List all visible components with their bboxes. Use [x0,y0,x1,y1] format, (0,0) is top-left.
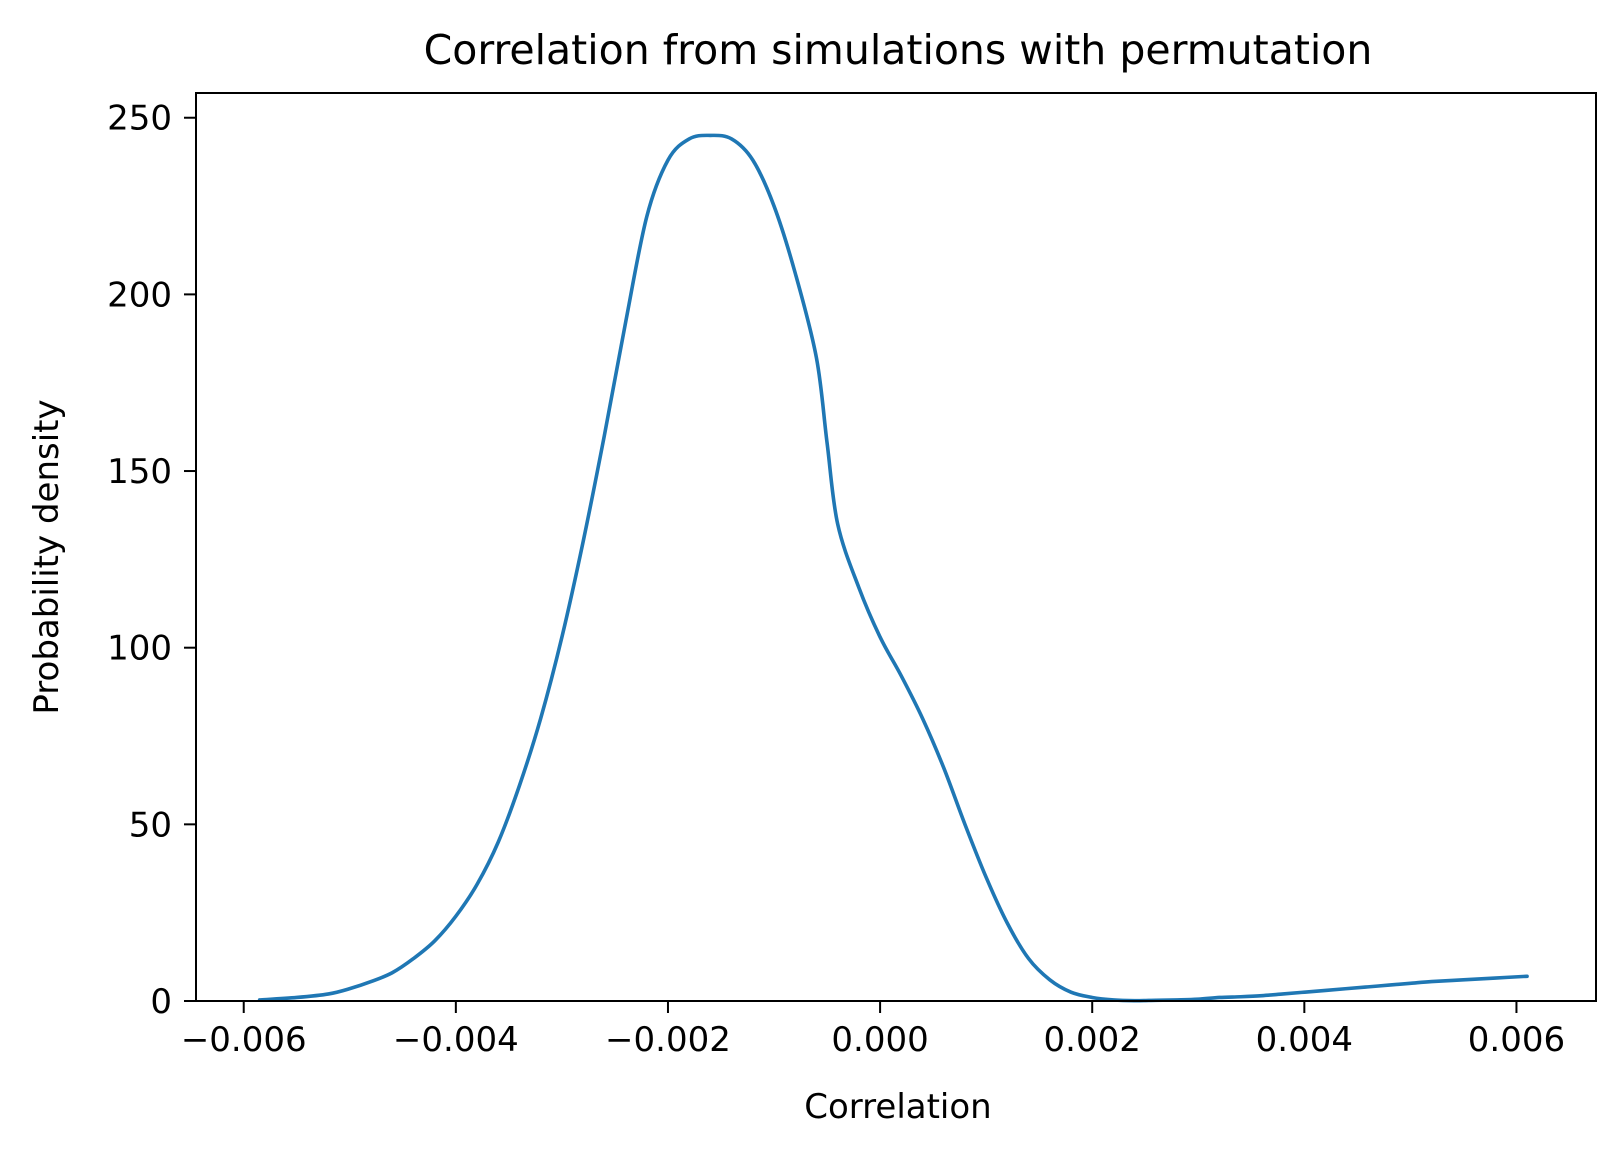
axes-frame [195,92,1597,1002]
axes: −0.006 −0.004 −0.002 0.000 0.002 0.004 0.006 0 5… [107,92,1597,1060]
x-tick-label: 0.002 [1044,1020,1141,1060]
x-tick-label: 0.006 [1468,1020,1565,1060]
y-tick-label: 200 [107,275,172,315]
x-tick-label: −0.006 [181,1020,307,1060]
chart-title: Correlation from simulations with permut… [424,26,1373,74]
x-tick-label: 0.000 [831,1020,928,1060]
y-tick-label: 50 [129,805,172,845]
y-tick-label: 100 [107,629,172,669]
density-curve-0 [257,133,1529,1003]
x-axis-label: Correlation [804,1087,991,1127]
y-tick-label: 0 [150,982,172,1022]
y-tick-label: 150 [107,452,172,492]
y-axis-label: Probability density [27,399,67,714]
x-tick-label: −0.002 [605,1020,731,1060]
y-tick-label: 250 [107,99,172,139]
x-tick-label: −0.004 [393,1020,519,1060]
plot-area [257,133,1529,1003]
x-tick-label: 0.004 [1256,1020,1353,1060]
